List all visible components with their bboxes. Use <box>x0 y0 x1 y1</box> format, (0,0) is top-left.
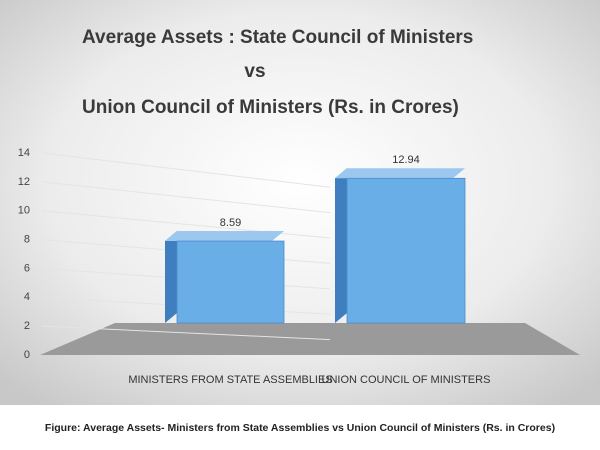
caption: Figure: Average Assets- Ministers from S… <box>45 422 555 434</box>
chart-title: Average Assets : State Council of Minist… <box>82 27 473 48</box>
bar <box>346 177 466 324</box>
y-tick-label: 2 <box>24 320 30 332</box>
chart-title: Union Council of Ministers (Rs. in Crore… <box>82 97 459 118</box>
chart-title: vs <box>244 61 265 82</box>
grid-line <box>41 210 331 239</box>
y-tick-label: 14 <box>18 147 30 159</box>
bar-top <box>335 168 465 179</box>
x-tick-label: UNION COUNCIL OF MINISTERS <box>322 374 491 386</box>
grid-line <box>41 152 331 188</box>
y-tick-label: 10 <box>18 205 30 217</box>
y-tick-label: 12 <box>18 176 30 188</box>
y-tick-label: 6 <box>24 262 30 274</box>
bar-top <box>165 231 284 242</box>
grid-line <box>41 181 331 214</box>
bar-side <box>165 231 177 323</box>
y-tick-label: 8 <box>24 233 30 245</box>
grid-line <box>41 325 331 341</box>
bar <box>176 240 285 324</box>
x-tick-label: MINISTERS FROM STATE ASSEMBLIES <box>128 374 332 386</box>
bar-side <box>335 168 347 323</box>
value-label: 8.59 <box>220 217 241 229</box>
value-label: 12.94 <box>392 154 420 166</box>
y-tick-label: 4 <box>24 291 30 303</box>
y-tick-label: 0 <box>24 349 30 361</box>
